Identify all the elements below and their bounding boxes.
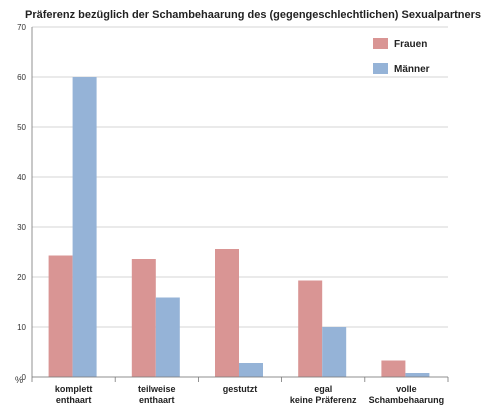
- legend-label-männer: Männer: [394, 64, 430, 75]
- x-category-label: Schambehaarung: [369, 395, 445, 405]
- bar-männer-4: [405, 373, 430, 377]
- x-category-label: enthaart: [56, 395, 92, 405]
- bars: [48, 77, 430, 377]
- bar-männer-1: [155, 297, 180, 377]
- bar-männer-3: [322, 327, 347, 377]
- bar-frauen-4: [381, 360, 406, 377]
- y-tick-label: 60: [17, 73, 26, 82]
- bar-frauen-2: [215, 249, 239, 377]
- x-category-label: teilweise: [138, 384, 176, 394]
- x-category-label: gestutzt: [223, 384, 258, 394]
- bar-männer-0: [72, 77, 97, 377]
- bar-frauen-3: [298, 280, 323, 377]
- x-axis: komplettenthaartteilweiseenthaartgestutz…: [31, 376, 449, 405]
- gridlines: [32, 26, 448, 378]
- bar-männer-2: [239, 363, 263, 377]
- bar-frauen-0: [48, 255, 73, 377]
- legend-swatch-männer: [373, 63, 388, 74]
- x-category-label: volle: [396, 384, 417, 394]
- y-tick-label: 70: [17, 23, 26, 32]
- y-tick-label: 20: [17, 273, 26, 282]
- x-category-label: komplett: [55, 384, 93, 394]
- chart-title: Präferenz bezüglich der Schambehaarung d…: [25, 9, 481, 21]
- y-axis-label: %: [15, 375, 23, 385]
- legend: Frauen Männer: [373, 38, 430, 75]
- legend-label-frauen: Frauen: [394, 39, 427, 50]
- y-tick-label: 30: [17, 223, 26, 232]
- bar-frauen-1: [131, 259, 156, 377]
- y-tick-label: 0: [22, 373, 27, 382]
- x-category-label: egal: [314, 384, 332, 394]
- x-category-label: keine Präferenz: [290, 395, 357, 405]
- legend-swatch-frauen: [373, 38, 388, 49]
- x-category-label: enthaart: [139, 395, 175, 405]
- y-tick-label: 10: [17, 323, 26, 332]
- y-tick-label: 50: [17, 123, 26, 132]
- y-axis: 0 10 20 30 40 50 60 70: [17, 23, 33, 382]
- y-tick-label: 40: [17, 173, 26, 182]
